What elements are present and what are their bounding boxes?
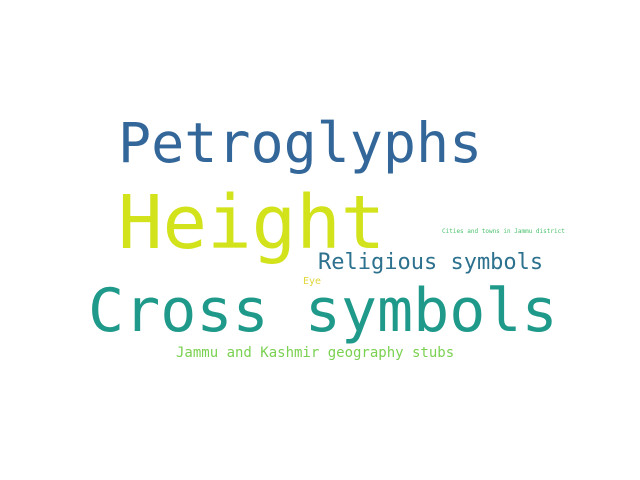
word-eye: Eye [303, 276, 322, 287]
word-religious-symbols: Religious symbols [318, 250, 544, 275]
word-jammu-kashmir-geography-stubs: Jammu and Kashmir geography stubs [176, 345, 455, 361]
word-cities-towns-jammu-district: Cities and towns in Jammu district [442, 228, 565, 235]
word-cross-symbols: Cross symbols [88, 276, 558, 346]
word-height: Height [118, 180, 386, 266]
word-petroglyphs: Petroglyphs [118, 111, 483, 175]
